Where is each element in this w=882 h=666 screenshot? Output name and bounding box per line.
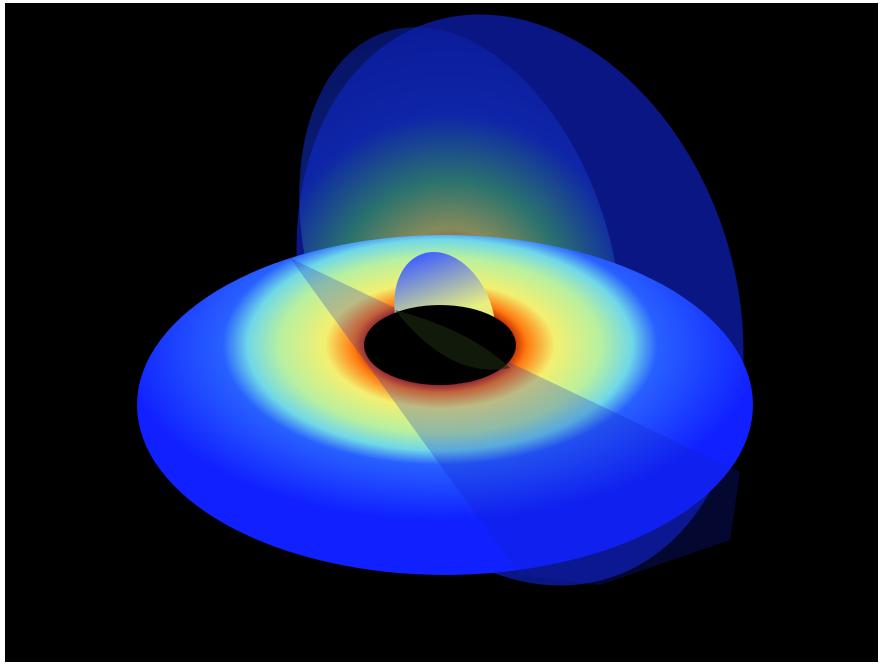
page bbox=[0, 0, 882, 666]
render bbox=[0, 0, 882, 666]
